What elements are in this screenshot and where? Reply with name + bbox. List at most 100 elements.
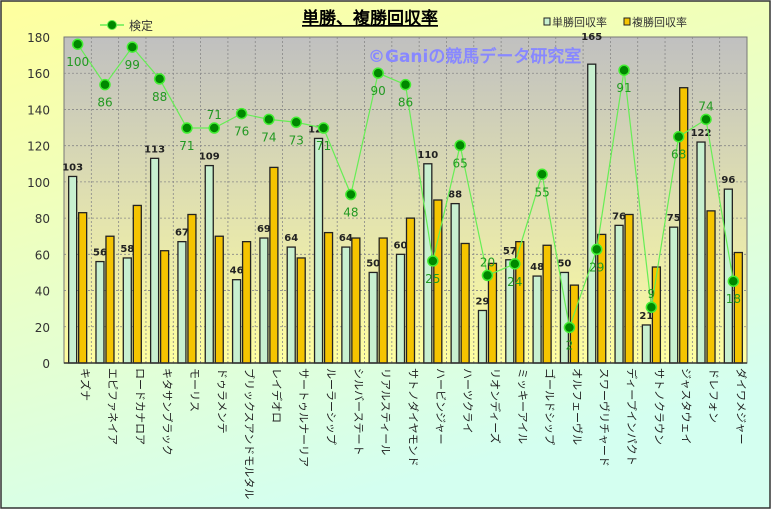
legend-label-kentei: 検定 xyxy=(129,18,153,33)
win-value-label: 21 xyxy=(639,311,653,322)
kentei-point xyxy=(235,107,248,120)
place-bar xyxy=(405,217,416,364)
win-bar xyxy=(313,137,324,364)
win-bar xyxy=(450,202,460,364)
kentei-value-label: 29 xyxy=(589,260,604,274)
win-value-label: 50 xyxy=(366,258,380,269)
kentei-point xyxy=(645,301,658,313)
place-bar xyxy=(679,87,689,364)
win-bar xyxy=(696,141,706,364)
kentei-point xyxy=(454,139,466,152)
win-bar xyxy=(669,226,679,364)
kentei-point xyxy=(126,41,139,53)
win-value-label: 165 xyxy=(581,32,602,43)
place-bar xyxy=(132,204,142,364)
x-tick-label: レイデオロ xyxy=(270,368,284,423)
place-bar xyxy=(733,251,743,364)
place-bar xyxy=(241,241,252,364)
kentei-point xyxy=(590,243,603,256)
win-bar xyxy=(68,175,78,364)
win-bar xyxy=(204,164,214,364)
kentei-point xyxy=(618,64,630,76)
y-tick-label: 20 xyxy=(35,321,50,335)
kentei-point xyxy=(427,255,439,267)
win-value-label: 88 xyxy=(448,190,462,201)
x-tick-label: キタサンブラック xyxy=(161,368,175,456)
win-value-label: 67 xyxy=(175,228,189,239)
win-value-label: 50 xyxy=(557,258,571,269)
place-bar xyxy=(351,237,361,364)
place-bar xyxy=(624,213,634,364)
x-tick-label: スワーヴリチャード xyxy=(598,368,612,467)
kentei-value-label: 74 xyxy=(698,99,713,113)
kentei-value-label: 71 xyxy=(316,139,331,153)
kentei-point xyxy=(727,275,740,287)
x-tick-label: サートゥルナーリア xyxy=(297,368,310,467)
legend-line: 検定 xyxy=(100,18,153,33)
kentei-value-label: 99 xyxy=(125,58,140,72)
kentei-value-label: 25 xyxy=(425,272,440,286)
place-bar xyxy=(651,266,662,364)
x-tick-label: ゴールドシップ xyxy=(543,368,557,445)
x-tick-label: ブリックスアンドモルタル xyxy=(243,368,257,499)
x-tick-label: ダイワメジャー xyxy=(734,368,748,444)
x-tick-label: モーリス xyxy=(188,368,201,412)
place-bar xyxy=(706,210,716,364)
y-tick-label: 40 xyxy=(35,285,50,299)
win-value-label: 122 xyxy=(691,128,712,139)
y-axis-ticks: 0 20 40 60 80 100 120 140 160 180 xyxy=(27,31,50,371)
kentei-point xyxy=(372,67,384,79)
kentei-point xyxy=(153,73,166,85)
x-axis-labels: キズナ エピファネイア ロードカナロア キタサンブラック モーリス ドゥラメンテ ブリックス… xyxy=(79,368,749,499)
win-value-label: 29 xyxy=(475,296,489,307)
kentei-point xyxy=(345,188,357,201)
kentei-point xyxy=(700,113,712,126)
win-bar xyxy=(477,309,488,364)
kentei-point xyxy=(290,116,302,129)
x-tick-label: ディープインパクト xyxy=(625,368,639,466)
kentei-value-label: 68 xyxy=(671,148,686,162)
win-value-label: 76 xyxy=(612,211,626,222)
win-bar xyxy=(614,224,624,364)
kentei-point xyxy=(672,130,685,143)
kentei-value-label: 9 xyxy=(648,287,656,301)
x-tick-label: ドレフォン xyxy=(707,368,720,423)
x-tick-label: ロードカナロア xyxy=(133,368,146,445)
kentei-value-label: 100 xyxy=(66,55,89,69)
win-value-label: 96 xyxy=(721,175,735,186)
kentei-value-label: 90 xyxy=(371,84,386,98)
kentei-value-label: 71 xyxy=(179,139,194,153)
x-tick-label: ミッキーアイル xyxy=(516,368,529,444)
x-tick-label: ドゥラメンテ xyxy=(215,368,228,434)
y-tick-label: 140 xyxy=(27,103,50,117)
win-value-label: 110 xyxy=(417,150,438,161)
win-value-label: 46 xyxy=(230,266,244,277)
kentei-value-label: 88 xyxy=(152,90,167,104)
kentei-value-label: 18 xyxy=(726,292,741,306)
kentei-point xyxy=(181,122,193,134)
x-tick-label: リアルスティール xyxy=(379,368,392,455)
x-tick-label: ジャスタウェイ xyxy=(680,368,693,444)
win-value-label: 109 xyxy=(199,152,220,163)
win-value-label: 60 xyxy=(394,240,408,251)
legend-win-swatch xyxy=(543,17,551,26)
place-bar xyxy=(214,235,224,364)
place-bar xyxy=(323,231,334,364)
win-bar xyxy=(95,260,105,364)
win-value-label: 48 xyxy=(530,262,544,273)
x-tick-label: エピファネイア xyxy=(106,368,119,445)
win-bar xyxy=(587,63,597,364)
y-tick-label: 60 xyxy=(35,248,50,262)
kentei-point xyxy=(317,122,330,134)
legend-marker-icon xyxy=(107,20,117,30)
kentei-point xyxy=(208,122,221,134)
kentei-value-label: 2 xyxy=(566,338,574,352)
place-bar xyxy=(269,166,279,364)
kentei-point xyxy=(536,168,548,181)
win-bar xyxy=(286,246,296,364)
kentei-point xyxy=(399,78,412,91)
y-tick-label: 160 xyxy=(27,67,50,81)
legend-bars: 単勝回収率 複勝回収率 xyxy=(543,15,687,29)
kentei-value-label: 86 xyxy=(398,96,413,110)
